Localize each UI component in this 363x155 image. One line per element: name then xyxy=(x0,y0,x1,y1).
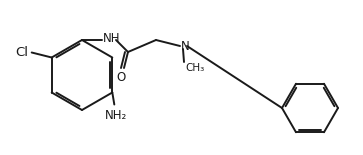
Text: Cl: Cl xyxy=(16,46,29,59)
Text: O: O xyxy=(117,71,126,84)
Text: CH₃: CH₃ xyxy=(185,63,204,73)
Text: NH: NH xyxy=(103,33,121,46)
Text: N: N xyxy=(181,40,190,53)
Text: NH₂: NH₂ xyxy=(105,108,127,122)
